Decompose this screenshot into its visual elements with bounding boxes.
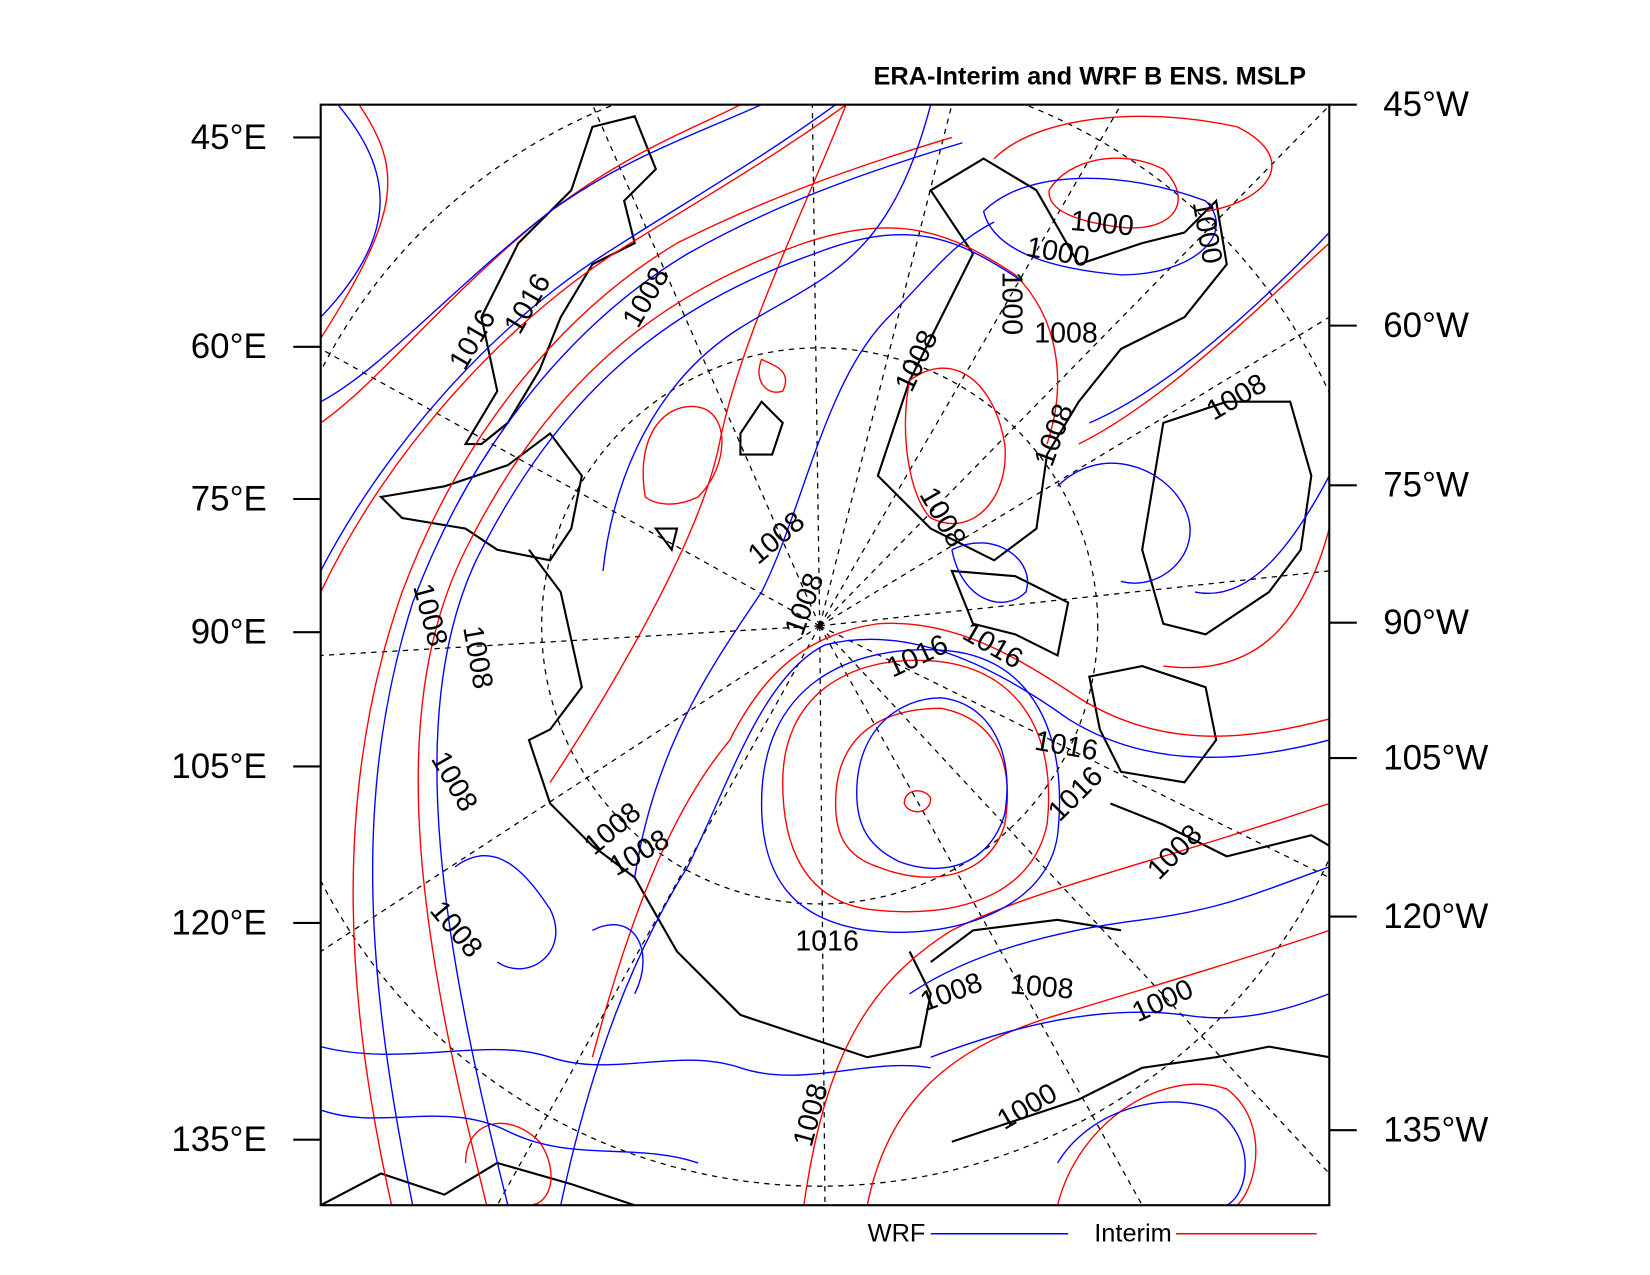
contour-label: 1016 [443,304,502,375]
legend: WRF Interim [868,1220,1317,1248]
right-axis-label: 105°W [1383,738,1488,777]
right-axis-label: 90°W [1383,603,1469,642]
right-axis-label: 45°W [1383,85,1469,124]
contour-label: 1016 [498,268,557,339]
contour-label: 1008 [1009,968,1075,1005]
map-frame [319,103,1331,1207]
contour-label: 1008 [742,505,811,570]
right-axis-label: 120°W [1383,897,1488,936]
left-axis-label: 90°E [191,613,267,652]
legend-label: WRF [868,1220,926,1248]
contour-label: 1000 [1069,205,1135,242]
left-axis-label: 75°E [191,479,267,518]
contour-label: 1008 [916,967,987,1019]
contour-label: 1008 [1141,818,1209,886]
left-axis-label: 135°E [171,1120,266,1159]
graticule [320,104,1330,1206]
contour-label: 1016 [795,926,858,958]
contour-label: 1008 [456,623,499,691]
contour-label: 1000 [995,272,1027,335]
contour-label: 1008 [424,746,483,817]
contour-label: 1008 [1034,318,1097,350]
left-axis-label: 45°E [191,118,267,157]
contour-label: 1016 [1042,760,1110,828]
contour-label: 1008 [406,580,453,650]
contour-label: 1008 [1028,400,1080,471]
contour-label: 1008 [1201,368,1272,427]
left-axis-label: 120°E [171,903,266,942]
contour-label: 1008 [787,1080,834,1150]
contour-label: 1008 [913,482,972,553]
contour-label: 1000 [992,1077,1063,1136]
contours-wrf [320,104,1330,1206]
right-axis-label: 75°W [1383,466,1469,505]
left-axis-label: 60°E [191,327,267,366]
legend-label: Interim [1094,1220,1172,1248]
right-axis-label: 60°W [1383,306,1469,345]
contour-label: 1008 [889,325,945,396]
map-title: ERA-Interim and WRF B ENS. MSLP [873,63,1306,91]
contour-label: 1016 [882,628,953,684]
right-axis-label: 135°W [1383,1110,1488,1149]
axis-labels: 45°E 60°E 75°E 90°E 105°E 120°E 135°E 45°W 60°W 7… [171,85,1488,1159]
left-axis-label: 105°E [171,747,266,786]
contour-label: 1016 [957,616,1028,675]
